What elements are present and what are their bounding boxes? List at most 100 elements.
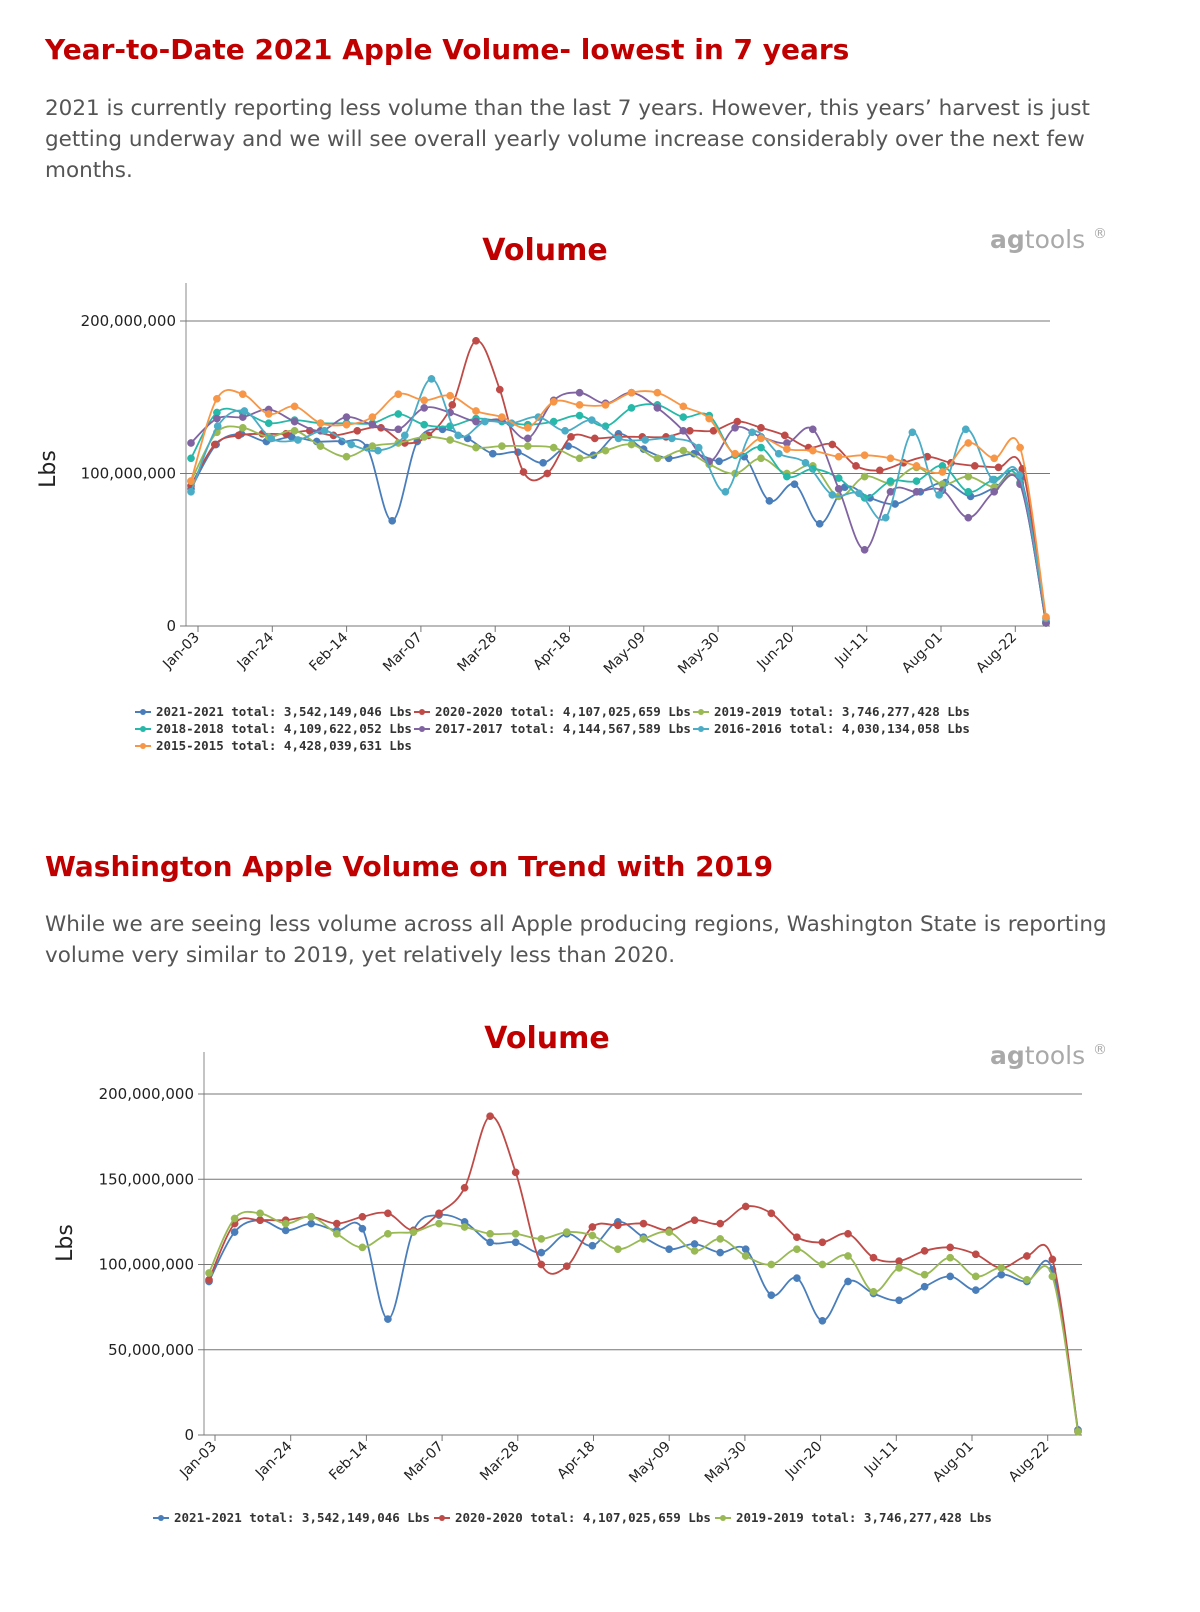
data-point[interactable] [264, 410, 273, 418]
data-point[interactable] [561, 426, 569, 435]
legend-item[interactable]: 2019-2019 total: 3,746,277,428 Lbs [715, 1510, 992, 1525]
data-point[interactable] [716, 1248, 725, 1257]
data-point[interactable] [575, 388, 584, 397]
data-point[interactable] [895, 1296, 903, 1305]
data-point[interactable] [653, 404, 662, 412]
legend-item[interactable]: 2019-2019 total: 3,746,277,428 Lbs [693, 704, 970, 719]
data-point[interactable] [748, 428, 756, 437]
data-point[interactable] [588, 1241, 597, 1250]
data-point[interactable] [486, 1229, 494, 1238]
data-point[interactable] [523, 434, 532, 443]
data-point[interactable] [790, 480, 799, 489]
data-point[interactable] [420, 404, 429, 412]
data-point[interactable] [994, 463, 1003, 472]
data-point[interactable] [970, 462, 979, 470]
data-point[interactable] [920, 1282, 929, 1291]
data-point[interactable] [519, 468, 528, 476]
data-point[interactable] [715, 457, 723, 466]
data-point[interactable] [575, 401, 584, 409]
data-point[interactable] [488, 449, 497, 458]
data-point[interactable] [238, 423, 247, 432]
data-point[interactable] [886, 454, 895, 463]
data-point[interactable] [498, 413, 506, 421]
data-point[interactable] [679, 402, 688, 411]
data-point[interactable] [912, 477, 921, 485]
data-point[interactable] [213, 394, 221, 403]
data-point[interactable] [290, 426, 299, 435]
data-point[interactable] [818, 1238, 827, 1247]
data-point[interactable] [971, 1250, 980, 1259]
data-point[interactable] [665, 1245, 673, 1254]
data-point[interactable] [679, 426, 688, 435]
data-point[interactable] [537, 1235, 546, 1243]
data-point[interactable] [588, 1231, 597, 1240]
legend-item[interactable]: 2015-2015 total: 4,428,039,631 Lbs [135, 738, 412, 753]
data-point[interactable] [818, 1260, 827, 1269]
data-point[interactable] [938, 468, 947, 476]
data-point[interactable] [256, 1209, 264, 1218]
data-point[interactable] [690, 1240, 699, 1248]
data-point[interactable] [588, 1223, 597, 1231]
data-point[interactable] [394, 390, 403, 399]
data-point[interactable] [187, 487, 195, 496]
data-point[interactable] [988, 475, 997, 484]
data-point[interactable] [1048, 1255, 1057, 1264]
data-point[interactable] [694, 443, 703, 452]
data-point[interactable] [264, 419, 273, 428]
data-point[interactable] [486, 1238, 494, 1247]
data-point[interactable] [472, 417, 480, 426]
data-point[interactable] [498, 442, 506, 450]
data-point[interactable] [267, 434, 276, 443]
data-point[interactable] [320, 426, 329, 435]
data-point[interactable] [384, 1209, 392, 1218]
data-point[interactable] [523, 442, 532, 450]
data-point[interactable] [347, 440, 356, 449]
data-point[interactable] [971, 1272, 980, 1281]
data-point[interactable] [757, 443, 765, 452]
data-point[interactable] [1042, 613, 1050, 621]
data-point[interactable] [665, 1228, 673, 1236]
data-point[interactable] [886, 477, 895, 485]
data-point[interactable] [575, 411, 584, 420]
data-point[interactable] [400, 431, 409, 440]
data-point[interactable] [627, 388, 636, 397]
data-point[interactable] [567, 433, 575, 441]
data-point[interactable] [256, 1216, 264, 1225]
data-point[interactable] [601, 401, 610, 409]
data-point[interactable] [869, 1287, 878, 1296]
data-point[interactable] [844, 1277, 852, 1286]
data-point[interactable] [946, 1272, 955, 1281]
data-point[interactable] [549, 443, 558, 452]
data-point[interactable] [614, 1221, 622, 1230]
data-point[interactable] [210, 440, 219, 449]
data-point[interactable] [332, 1229, 341, 1238]
data-point[interactable] [358, 1212, 367, 1221]
data-point[interactable] [767, 1260, 776, 1269]
data-point[interactable] [808, 425, 817, 434]
data-point[interactable] [860, 451, 869, 460]
data-point[interactable] [543, 469, 552, 478]
data-point[interactable] [860, 545, 869, 554]
data-point[interactable] [187, 477, 195, 485]
data-point[interactable] [240, 407, 249, 415]
data-point[interactable] [690, 1247, 699, 1255]
data-point[interactable] [368, 413, 377, 421]
data-point[interactable] [446, 391, 454, 400]
data-point[interactable] [409, 1228, 418, 1236]
data-point[interactable] [990, 454, 999, 463]
data-point[interactable] [1048, 1272, 1057, 1281]
data-point[interactable] [511, 1168, 520, 1177]
data-point[interactable] [290, 417, 299, 426]
data-point[interactable] [420, 396, 429, 405]
data-point[interactable] [801, 458, 810, 467]
data-point[interactable] [757, 434, 765, 443]
data-point[interactable] [912, 462, 921, 470]
data-point[interactable] [783, 445, 791, 453]
data-point[interactable] [368, 420, 377, 429]
data-point[interactable] [230, 1228, 239, 1236]
data-point[interactable] [731, 449, 739, 458]
data-point[interactable] [420, 433, 429, 441]
data-point[interactable] [394, 425, 403, 434]
data-point[interactable] [855, 489, 863, 498]
data-point[interactable] [205, 1269, 213, 1277]
